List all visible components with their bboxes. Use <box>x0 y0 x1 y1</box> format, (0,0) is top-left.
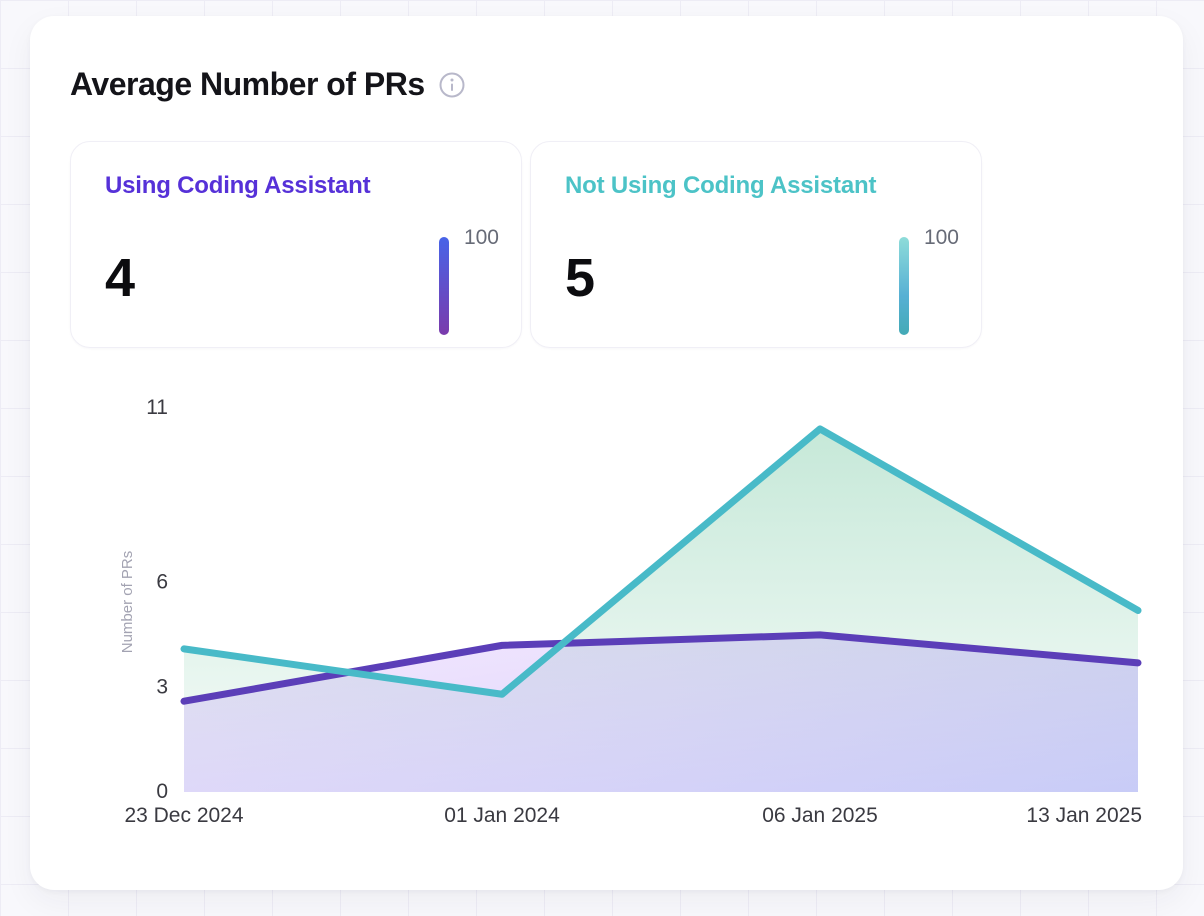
y-tick-label: 11 <box>146 396 168 419</box>
line-not-using <box>180 425 1142 698</box>
card-header: Average Number of PRs <box>70 66 465 103</box>
page-title: Average Number of PRs <box>70 66 425 102</box>
gauge-using: 100 <box>438 226 499 335</box>
chart-card: Average Number of PRs Using Coding Assis… <box>30 16 1183 890</box>
stat-label-not-using: Not Using Coding Assistant <box>565 172 877 199</box>
x-tick-label: 01 Jan 2024 <box>444 804 560 827</box>
stat-value-not-using: 5 <box>565 248 595 308</box>
x-tick-label: 06 Jan 2025 <box>762 804 878 827</box>
stat-card-not-using-assistant: Not Using Coding Assistant 5 100 <box>530 141 982 348</box>
prs-area-chart[interactable]: 0 3 6 11 23 Dec 2024 01 Jan 2024 06 Jan 2025 13… <box>110 390 1170 830</box>
y-tick-label: 3 <box>156 675 168 698</box>
stat-card-using-assistant: Using Coding Assistant 4 100 <box>70 141 522 348</box>
gauge-bar-not-using <box>898 237 909 335</box>
x-tick-label: 23 Dec 2024 <box>124 804 243 827</box>
gauge-max-label: 100 <box>463 226 499 249</box>
stat-label-using: Using Coding Assistant <box>105 172 371 199</box>
area-using <box>184 634 1138 792</box>
x-tick-label: 13 Jan 2025 <box>1026 804 1142 827</box>
y-tick-label: 0 <box>156 780 168 803</box>
y-axis-title: Number of PRs <box>119 551 136 654</box>
stats-row: Using Coding Assistant 4 100 Not Using C… <box>70 141 982 348</box>
y-tick-label: 6 <box>156 571 168 594</box>
gauge-max-label: 100 <box>923 226 959 249</box>
info-icon[interactable] <box>439 72 465 98</box>
gauge-bar-using <box>438 237 449 335</box>
stat-value-using: 4 <box>105 248 135 308</box>
gauge-not-using: 100 <box>898 226 959 335</box>
chart-area: 0 3 6 11 23 Dec 2024 01 Jan 2024 06 Jan 2025 13… <box>110 390 1170 830</box>
